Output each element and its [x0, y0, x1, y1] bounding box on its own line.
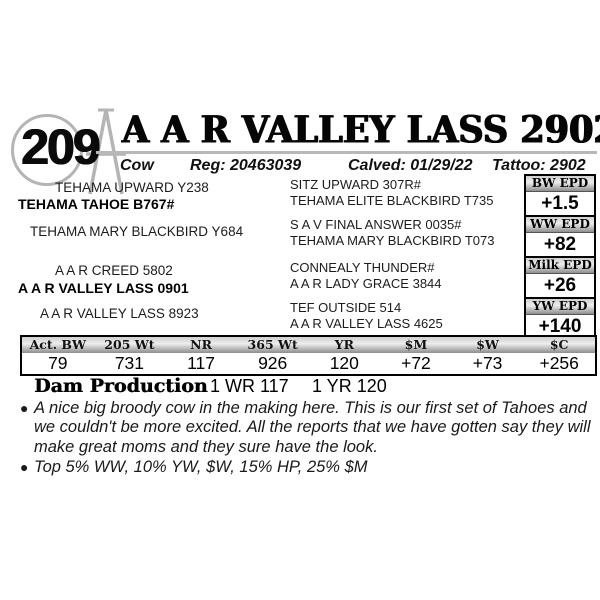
- epd-value: +1.5: [541, 193, 579, 214]
- header-divider-line: [96, 151, 597, 154]
- performance-header: 205 Wt: [93, 337, 166, 353]
- dam-production-record: 1 YR 120: [312, 376, 387, 396]
- note-text: A nice big broody cow in the making here…: [34, 399, 591, 456]
- performance-header: $M: [380, 337, 452, 353]
- dam-production-record: 1 WR 117: [210, 376, 289, 396]
- note-item: ● A nice big broody cow in the making he…: [20, 399, 597, 457]
- performance-value: +72: [401, 353, 431, 373]
- performance-header: $W: [451, 337, 524, 353]
- performance-header: Act. BW: [22, 337, 94, 353]
- lot-number: 209: [21, 119, 100, 175]
- epd-box-ww: WW EPD +82: [524, 215, 596, 258]
- animal-name-title: A A R VALLEY LASS 2902: [122, 108, 600, 153]
- registration-number: Reg: 20463039: [190, 157, 302, 174]
- epd-label: Milk EPD: [526, 258, 594, 274]
- pedigree-grandparent: TEHAMA ELITE BLACKBIRD T735: [290, 193, 494, 208]
- performance-header: NR: [165, 337, 237, 353]
- tattoo-number: Tattoo: 2902: [492, 157, 586, 174]
- performance-value: 120: [329, 353, 359, 373]
- performance-value: 731: [114, 353, 145, 373]
- epd-box-yw: YW EPD +140: [524, 297, 596, 340]
- epd-value: +140: [538, 316, 582, 337]
- pedigree-grandparent: A A R VALLEY LASS 4625: [290, 316, 443, 331]
- pedigree-dam-of-sire: TEHAMA MARY BLACKBIRD Y684: [30, 224, 244, 239]
- epd-column: BW EPD +1.5 WW EPD +82 Milk EPD +26 YW E…: [524, 174, 596, 340]
- pedigree-grandparent: TEHAMA MARY BLACKBIRD T073: [290, 233, 495, 248]
- pedigree-grandparent: SITZ UPWARD 307R#: [290, 177, 421, 192]
- performance-header: YR: [308, 337, 381, 353]
- epd-label: YW EPD: [526, 299, 594, 315]
- performance-value: +256: [539, 353, 579, 373]
- ranch-logo-a-icon: [86, 108, 126, 195]
- pedigree-grandparent: S A V FINAL ANSWER 0035#: [290, 217, 462, 232]
- bullet-icon: ●: [20, 400, 29, 416]
- dam-production-label: Dam Production: [34, 375, 208, 397]
- ranch-logo-circle: [11, 114, 83, 186]
- performance-value-row: 79 731 117 926 120 +72 +73 +256: [22, 353, 595, 374]
- performance-table: Act. BW 205 Wt NR 365 Wt YR $M $W $C 79 …: [20, 335, 597, 376]
- performance-value: 79: [48, 353, 68, 373]
- note-text: Top 5% WW, 10% YW, $W, 15% HP, 25% $M: [34, 458, 368, 477]
- bullet-icon: ●: [20, 459, 29, 476]
- pedigree-grandparent: TEF OUTSIDE 514: [290, 300, 402, 315]
- pedigree-sire-of-sire: TEHAMA UPWARD Y238: [55, 180, 209, 195]
- pedigree-grandparent: A A R LADY GRACE 3844: [290, 276, 442, 291]
- pedigree-sire-of-dam: A A R CREED 5802: [55, 263, 173, 278]
- performance-header: $C: [523, 337, 595, 353]
- epd-box-bw: BW EPD +1.5: [524, 174, 596, 217]
- epd-label: WW EPD: [526, 217, 594, 233]
- epd-box-milk: Milk EPD +26: [524, 256, 596, 299]
- animal-sex: Cow: [120, 157, 154, 174]
- performance-header: 365 Wt: [236, 337, 309, 353]
- epd-value: +82: [543, 234, 577, 255]
- epd-label: BW EPD: [526, 176, 594, 192]
- performance-value: 926: [258, 353, 288, 373]
- note-item: ● Top 5% WW, 10% YW, $W, 15% HP, 25% $M: [20, 458, 597, 477]
- pedigree-dam: A A R VALLEY LASS 0901: [18, 280, 189, 296]
- pedigree-sire: TEHAMA TAHOE B767#: [18, 196, 175, 212]
- pedigree-grandparent: CONNEALY THUNDER#: [290, 260, 435, 275]
- pedigree-dam-of-dam: A A R VALLEY LASS 8923: [40, 306, 199, 321]
- performance-header-row: Act. BW 205 Wt NR 365 Wt YR $M $W $C: [22, 337, 595, 353]
- sale-notes: ● A nice big broody cow in the making he…: [20, 399, 597, 479]
- epd-value: +26: [543, 275, 577, 296]
- performance-value: +73: [472, 353, 503, 373]
- performance-value: 117: [187, 353, 216, 373]
- calved-date: Calved: 01/29/22: [348, 157, 473, 174]
